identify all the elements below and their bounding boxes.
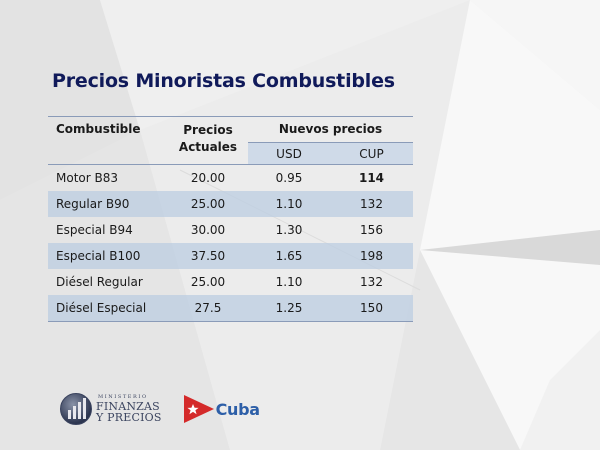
bar-chart-icon xyxy=(60,393,92,425)
table-row: Especial B94 30.00 1.30 156 xyxy=(48,217,413,243)
header-precios-actuales: Precios Actuales xyxy=(168,117,248,165)
cell-cup: 132 xyxy=(360,275,383,289)
header-precios-actuales-line2: Actuales xyxy=(178,140,238,154)
cell-actual: 30.00 xyxy=(190,223,226,237)
table-row: Regular B90 25.00 1.10 132 xyxy=(48,191,413,217)
cell-actual: 25.00 xyxy=(168,191,248,217)
cell-combustible: Especial B94 xyxy=(56,223,133,237)
cell-cup: 156 xyxy=(360,223,383,237)
footer-logos: MINISTERIO FINANZAS Y PRECIOS Cuba xyxy=(60,393,260,425)
cell-usd: 1.30 xyxy=(275,223,303,237)
table-row: Diésel Especial 27.5 1.25 150 xyxy=(48,295,413,322)
cell-usd: 1.10 xyxy=(275,275,303,289)
header-precios-actuales-line1: Precios xyxy=(183,123,233,137)
cell-combustible: Regular B90 xyxy=(48,191,168,217)
y-precios-label: Y PRECIOS xyxy=(96,411,162,424)
table-row: Especial B100 37.50 1.65 198 xyxy=(48,243,413,269)
cell-actual: 20.00 xyxy=(190,171,226,185)
cell-usd: 1.25 xyxy=(248,295,330,322)
header-combustible: Combustible xyxy=(56,122,141,136)
ministerio-label: MINISTERIO xyxy=(98,394,148,400)
cell-cup: 150 xyxy=(330,295,413,322)
table-row: Motor B83 20.00 0.95 114 xyxy=(48,165,413,191)
cell-actual: 27.5 xyxy=(168,295,248,322)
cell-usd: 0.95 xyxy=(275,171,303,185)
cell-actual: 37.50 xyxy=(168,243,248,269)
table-row: Diésel Regular 25.00 1.10 132 xyxy=(48,269,413,295)
cell-combustible: Diésel Regular xyxy=(56,275,143,289)
finanzas-label: FINANZAS xyxy=(96,400,160,413)
cell-combustible: Diésel Especial xyxy=(48,295,168,322)
cell-combustible: Motor B83 xyxy=(56,171,118,185)
header-nuevos-precios: Nuevos precios xyxy=(278,122,383,136)
cell-usd: 1.65 xyxy=(248,243,330,269)
cell-usd: 1.10 xyxy=(248,191,330,217)
header-cup: CUP xyxy=(330,142,413,165)
ministerio-finanzas-logo: MINISTERIO FINANZAS Y PRECIOS xyxy=(60,393,162,425)
fuel-prices-table: Combustible Precios Actuales Nuevos prec… xyxy=(48,116,413,322)
page-title: Precios Minoristas Combustibles xyxy=(52,70,395,92)
cell-combustible: Especial B100 xyxy=(48,243,168,269)
cell-cup: 198 xyxy=(330,243,413,269)
cuba-flag-triangle-icon xyxy=(183,395,214,423)
header-usd: USD xyxy=(248,142,330,165)
cuba-label: Cuba xyxy=(215,399,260,419)
cell-actual: 25.00 xyxy=(190,275,226,289)
cell-cup: 114 xyxy=(358,171,385,185)
cuba-logo: Cuba xyxy=(183,395,260,423)
cell-cup: 132 xyxy=(330,191,413,217)
